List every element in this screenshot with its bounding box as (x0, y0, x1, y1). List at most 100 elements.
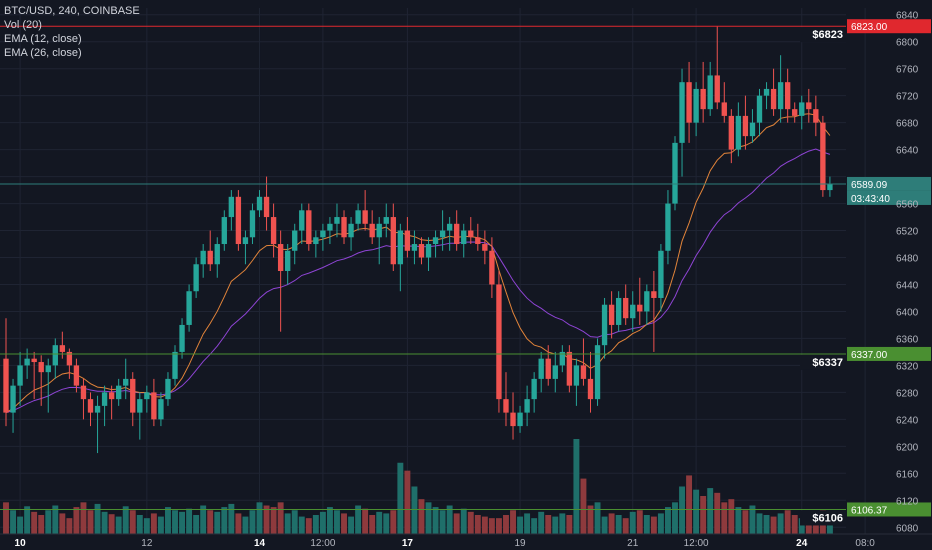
candle-body[interactable] (777, 82, 784, 110)
candle-body[interactable] (115, 385, 122, 400)
candle-body[interactable] (101, 392, 108, 406)
candle-body[interactable] (749, 122, 756, 137)
candle-body[interactable] (299, 210, 305, 231)
candle-body[interactable] (686, 82, 692, 123)
candle-body[interactable] (468, 230, 474, 238)
candle-body[interactable] (327, 223, 333, 231)
candle-body[interactable] (94, 405, 101, 413)
candle-body[interactable] (566, 351, 573, 386)
candle-body[interactable] (292, 230, 298, 251)
candle-body[interactable] (277, 244, 284, 271)
candle-body[interactable] (221, 217, 227, 245)
candle-body[interactable] (608, 304, 615, 325)
candle-body[interactable] (721, 102, 727, 116)
candle-body[interactable] (552, 365, 558, 379)
candle-body[interactable] (672, 142, 678, 204)
candle-body[interactable] (348, 223, 354, 238)
candle-body[interactable] (679, 82, 685, 143)
candle-body[interactable] (545, 358, 551, 379)
candle-body[interactable] (756, 95, 763, 123)
legend-ema12[interactable]: EMA (12, close) (4, 33, 82, 45)
candle-body[interactable] (87, 399, 94, 413)
candle-body[interactable] (517, 412, 523, 427)
candle-body[interactable] (784, 82, 791, 110)
candle-body[interactable] (806, 102, 812, 110)
candle-body[interactable] (38, 362, 44, 373)
candle-body[interactable] (193, 264, 199, 292)
candle-body[interactable] (355, 210, 361, 224)
candle-body[interactable] (594, 345, 601, 400)
candle-body[interactable] (228, 196, 235, 218)
candle-body[interactable] (799, 102, 805, 116)
candle-body[interactable] (418, 244, 425, 258)
legend-ema26[interactable]: EMA (26, close) (4, 47, 82, 59)
candle-body[interactable] (186, 291, 192, 325)
legend-symbol[interactable]: BTC/USD, 240, COINBASE (4, 5, 140, 17)
candle-body[interactable] (144, 392, 150, 400)
candle-body[interactable] (235, 196, 242, 245)
candle-body[interactable] (59, 345, 66, 352)
candle-body[interactable] (742, 115, 749, 137)
candle-body[interactable] (432, 237, 439, 245)
candle-body[interactable] (214, 244, 220, 265)
candle-body[interactable] (263, 196, 270, 218)
candle-body[interactable] (270, 217, 277, 245)
candle-body[interactable] (425, 244, 432, 258)
candle-body[interactable] (538, 358, 544, 379)
candle-body[interactable] (179, 324, 185, 352)
candle-body[interactable] (587, 378, 594, 400)
candle-body[interactable] (461, 230, 467, 245)
candle-body[interactable] (397, 230, 404, 265)
candle-body[interactable] (137, 399, 143, 413)
candle-body[interactable] (383, 217, 389, 224)
candle-body[interactable] (714, 75, 720, 103)
candle-body[interactable] (362, 210, 368, 224)
candle-body[interactable] (390, 217, 396, 265)
candle-body[interactable] (820, 122, 826, 191)
candle-body[interactable] (601, 304, 608, 346)
candle-body[interactable] (172, 351, 178, 379)
candle-body[interactable] (637, 304, 643, 312)
candle-body[interactable] (45, 365, 51, 373)
candle-body[interactable] (66, 351, 73, 366)
candle-body[interactable] (285, 250, 291, 271)
candle-body[interactable] (510, 412, 516, 427)
candle-body[interactable] (580, 365, 587, 379)
candle-body[interactable] (623, 297, 629, 319)
candle-body[interactable] (404, 230, 411, 251)
candle-body[interactable] (573, 365, 580, 386)
candle-body[interactable] (439, 230, 446, 238)
candle-body[interactable] (24, 358, 30, 366)
candle-body[interactable] (475, 237, 481, 245)
candle-body[interactable] (489, 250, 495, 285)
candle-body[interactable] (531, 378, 537, 400)
candle-body[interactable] (707, 75, 713, 110)
candle-body[interactable] (763, 88, 770, 96)
candle-body[interactable] (728, 115, 735, 150)
candle-body[interactable] (376, 223, 382, 238)
candle-body[interactable] (207, 250, 213, 265)
candle-body[interactable] (827, 184, 833, 191)
candle-body[interactable] (151, 392, 157, 420)
candle-body[interactable] (80, 385, 87, 400)
candle-body[interactable] (256, 196, 263, 211)
candle-body[interactable] (524, 399, 530, 413)
candle-body[interactable] (334, 217, 340, 224)
candle-body[interactable] (411, 244, 418, 251)
candle-body[interactable] (52, 345, 58, 366)
candle-body[interactable] (665, 203, 671, 251)
price-axis[interactable] (846, 0, 932, 550)
candle-body[interactable] (630, 304, 636, 319)
candle-body[interactable] (73, 365, 80, 386)
candle-body[interactable] (158, 399, 164, 420)
candle-body[interactable] (165, 378, 171, 400)
candle-body[interactable] (313, 237, 319, 245)
candle-body[interactable] (770, 88, 777, 110)
candle-body[interactable] (615, 297, 622, 325)
candle-body[interactable] (200, 250, 206, 265)
candle-body[interactable] (10, 385, 16, 413)
candle-body[interactable] (17, 365, 23, 386)
candle-body[interactable] (482, 244, 488, 251)
candle-body[interactable] (108, 392, 115, 400)
